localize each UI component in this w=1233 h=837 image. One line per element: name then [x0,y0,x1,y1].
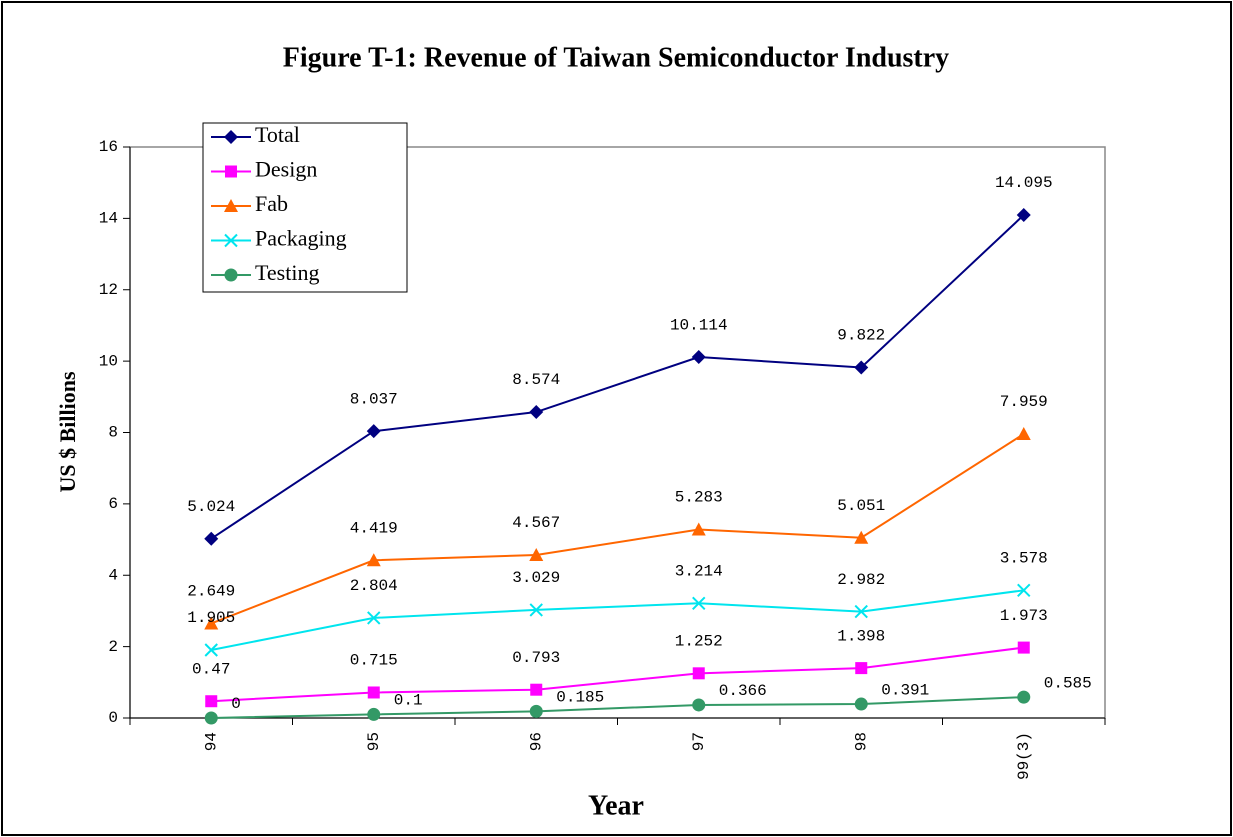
x-axis-label: Year [588,790,644,821]
marker [691,522,706,536]
marker [367,611,381,625]
series-line [211,696,1024,719]
x-tick-label: 95 [365,732,383,751]
data-label: 3.029 [512,569,560,587]
marker [224,233,238,248]
marker [224,268,238,282]
marker [367,707,381,721]
marker [692,667,705,680]
series-line [211,646,1024,703]
data-label: 5.283 [675,489,723,507]
data-label: 10.114 [670,316,728,334]
y-tick-label: 16 [99,138,118,156]
marker [854,530,869,544]
data-label: 0 [231,695,241,713]
marker [224,130,238,144]
data-label: 3.578 [1000,550,1048,568]
data-label: 3.214 [675,563,723,581]
y-tick-label: 14 [99,210,118,228]
marker [225,165,237,178]
x-tick-label: 96 [527,732,545,751]
marker [1016,207,1031,222]
y-tick-label: 2 [108,638,118,656]
series-line [210,214,1025,540]
marker [529,405,544,420]
y-tick-label: 12 [99,281,118,299]
data-label: 2.804 [350,577,398,595]
marker [1017,641,1030,654]
y-tick-label: 10 [99,352,118,370]
marker [1016,426,1031,440]
marker [529,548,544,562]
x-tick-label: 99(3) [1015,732,1033,780]
marker [224,199,238,212]
x-tick-label: 98 [852,732,870,751]
data-label: 0.585 [1044,674,1092,692]
marker [530,683,543,696]
x-tick-label: 97 [690,732,708,751]
series-line [210,433,1025,625]
marker [854,604,868,619]
data-label: 0.1 [394,692,423,710]
data-label: 0.391 [881,681,929,699]
data-label: 1.973 [1000,607,1048,625]
data-label: 8.037 [350,390,398,408]
legend-box [202,122,408,293]
marker [367,686,380,699]
legend: Total Design Fab Packaging Testing [202,122,408,293]
marker [366,424,381,439]
data-label: 0.793 [512,649,560,667]
y-tick-label: 8 [108,424,118,442]
data-label: 7.959 [1000,393,1048,411]
marker [366,553,381,567]
marker [692,698,706,712]
marker [529,704,543,718]
data-label: 4.419 [350,520,398,538]
data-label: 9.822 [837,327,885,345]
data-label: 8.574 [512,371,560,389]
legend-label: Design [255,157,317,182]
marker [692,596,706,611]
legend-label: Total [255,122,300,147]
marker [204,643,218,657]
x-tick-label: 94 [202,732,220,751]
marker [1017,583,1031,598]
y-tick-label: 4 [108,566,118,584]
marker [691,350,706,365]
y-tick-label: 0 [108,709,118,727]
data-label: 0.366 [719,682,767,700]
data-label: 5.024 [187,498,235,516]
y-tick-label: 6 [108,495,118,513]
y-axis-label: US $ Billions [55,371,80,492]
marker [204,531,219,546]
data-label: 14.095 [995,174,1053,192]
series-line [211,589,1024,651]
data-label: 2.649 [187,583,235,601]
marker [205,695,218,708]
data-label: 5.051 [837,497,885,515]
legend-label: Testing [255,260,319,285]
marker [855,662,868,675]
legend-label: Packaging [255,226,347,251]
data-label: 1.252 [675,633,723,651]
data-label: 2.982 [837,571,885,589]
marker [1017,690,1031,704]
data-label: 1.398 [837,627,885,645]
marker [854,360,869,375]
marker [529,603,543,617]
data-label: 1.905 [187,609,235,627]
data-label: 4.567 [512,514,560,532]
chart-title: Figure T-1: Revenue of Taiwan Semiconduc… [283,42,949,73]
data-label: 0.47 [192,660,230,678]
marker [854,697,868,711]
marker [204,711,218,725]
legend-label: Fab [255,191,288,216]
data-label: 0.185 [556,689,604,707]
data-label: 0.715 [350,652,398,670]
marker [204,616,219,630]
